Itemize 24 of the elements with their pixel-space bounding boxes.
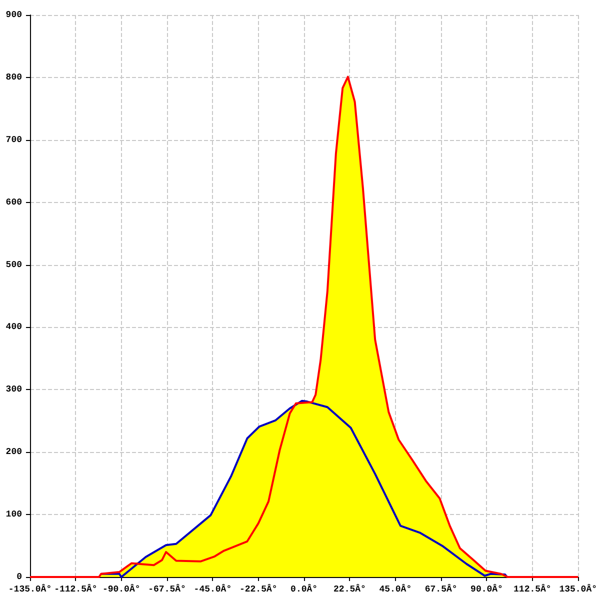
x-tick-label: -45.0Â°	[194, 584, 232, 594]
x-tick-label: -67.5Â°	[148, 584, 186, 594]
x-tick-label: 22.5Â°	[334, 584, 366, 594]
x-tick-label: -112.5Â°	[54, 584, 98, 594]
x-tick-label: 0.0Â°	[290, 584, 318, 594]
x-tick-label: 67.5Â°	[424, 584, 458, 594]
y-tick-label: 500	[6, 260, 22, 270]
x-tick-label: 112.5Â°	[514, 584, 552, 594]
y-tick-label: 300	[6, 384, 22, 395]
x-tick-label: 135.0Â°	[559, 584, 598, 594]
y-tick-label: 800	[6, 72, 22, 82]
y-tick-label: 400	[6, 322, 22, 332]
x-tick-label: -135.0Â°	[8, 584, 52, 594]
x-tick-label: 90.0Â°	[470, 584, 503, 594]
x-tick-label: -22.5Â°	[239, 584, 278, 594]
x-tick-label: 45.0Â°	[379, 584, 412, 594]
line-series	[100, 400, 508, 578]
y-tick-label: 200	[6, 447, 22, 458]
x-tick-label: -90.0Â°	[102, 584, 140, 594]
y-tick-label: 600	[6, 197, 22, 208]
y-tick-label: 900	[6, 10, 22, 20]
y-tick-label: 0	[16, 572, 22, 582]
y-tick-label: 700	[6, 134, 22, 145]
y-tick-label: 100	[6, 510, 22, 520]
